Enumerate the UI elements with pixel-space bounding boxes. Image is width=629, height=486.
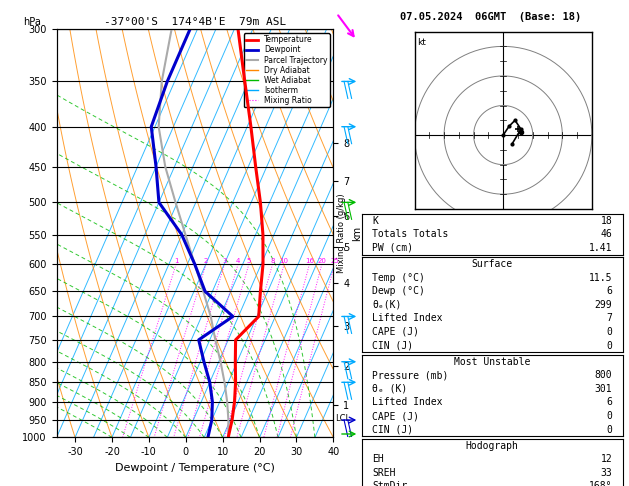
Text: 301: 301 (594, 384, 612, 394)
Text: K: K (372, 216, 378, 226)
Text: 0: 0 (606, 425, 612, 434)
Text: Mixing Ratio (g/kg): Mixing Ratio (g/kg) (337, 193, 345, 273)
Text: 7: 7 (606, 313, 612, 323)
Text: CAPE (J): CAPE (J) (372, 411, 419, 421)
Text: 800: 800 (594, 370, 612, 380)
Text: 3: 3 (222, 258, 226, 264)
Text: θₑ(K): θₑ(K) (372, 300, 401, 310)
Text: 299: 299 (594, 300, 612, 310)
Text: 2: 2 (204, 258, 208, 264)
Text: 8: 8 (270, 258, 275, 264)
Text: 12: 12 (601, 454, 612, 464)
Text: 1.41: 1.41 (589, 243, 612, 253)
Text: Dewp (°C): Dewp (°C) (372, 286, 425, 296)
Text: 1: 1 (174, 258, 179, 264)
Legend: Temperature, Dewpoint, Parcel Trajectory, Dry Adiabat, Wet Adiabat, Isotherm, Mi: Temperature, Dewpoint, Parcel Trajectory… (244, 33, 330, 107)
Text: CIN (J): CIN (J) (372, 341, 413, 350)
Text: SREH: SREH (372, 468, 396, 478)
Text: 168°: 168° (589, 482, 612, 486)
Text: Pressure (mb): Pressure (mb) (372, 370, 448, 380)
Text: EH: EH (372, 454, 384, 464)
Text: 0: 0 (606, 341, 612, 350)
Text: θₑ (K): θₑ (K) (372, 384, 408, 394)
Text: Lifted Index: Lifted Index (372, 398, 443, 407)
Text: PW (cm): PW (cm) (372, 243, 413, 253)
Text: 4: 4 (236, 258, 240, 264)
Text: 11.5: 11.5 (589, 273, 612, 282)
Text: Surface: Surface (472, 259, 513, 269)
Text: 6: 6 (606, 398, 612, 407)
Text: 6: 6 (606, 286, 612, 296)
Text: 07.05.2024  06GMT  (Base: 18): 07.05.2024 06GMT (Base: 18) (400, 12, 581, 22)
Y-axis label: km
ASL: km ASL (352, 224, 374, 243)
Text: Totals Totals: Totals Totals (372, 229, 448, 239)
Text: hPa: hPa (23, 17, 42, 27)
Text: Most Unstable: Most Unstable (454, 357, 530, 366)
Text: CAPE (J): CAPE (J) (372, 327, 419, 337)
Text: CIN (J): CIN (J) (372, 425, 413, 434)
X-axis label: Dewpoint / Temperature (°C): Dewpoint / Temperature (°C) (115, 463, 275, 473)
Text: 0: 0 (606, 327, 612, 337)
Text: 16: 16 (305, 258, 314, 264)
Text: Temp (°C): Temp (°C) (372, 273, 425, 282)
Text: kt: kt (418, 37, 426, 47)
Text: 20: 20 (318, 258, 326, 264)
Text: 46: 46 (601, 229, 612, 239)
Text: 0: 0 (606, 411, 612, 421)
Text: 18: 18 (601, 216, 612, 226)
Text: 10: 10 (280, 258, 289, 264)
Text: 25: 25 (330, 258, 339, 264)
Text: StmDir: StmDir (372, 482, 408, 486)
Text: Lifted Index: Lifted Index (372, 313, 443, 323)
Text: 5: 5 (247, 258, 251, 264)
Text: LCL: LCL (335, 414, 350, 423)
Title: -37°00'S  174°4B'E  79m ASL: -37°00'S 174°4B'E 79m ASL (104, 17, 286, 27)
Text: 33: 33 (601, 468, 612, 478)
Text: Hodograph: Hodograph (465, 441, 519, 451)
